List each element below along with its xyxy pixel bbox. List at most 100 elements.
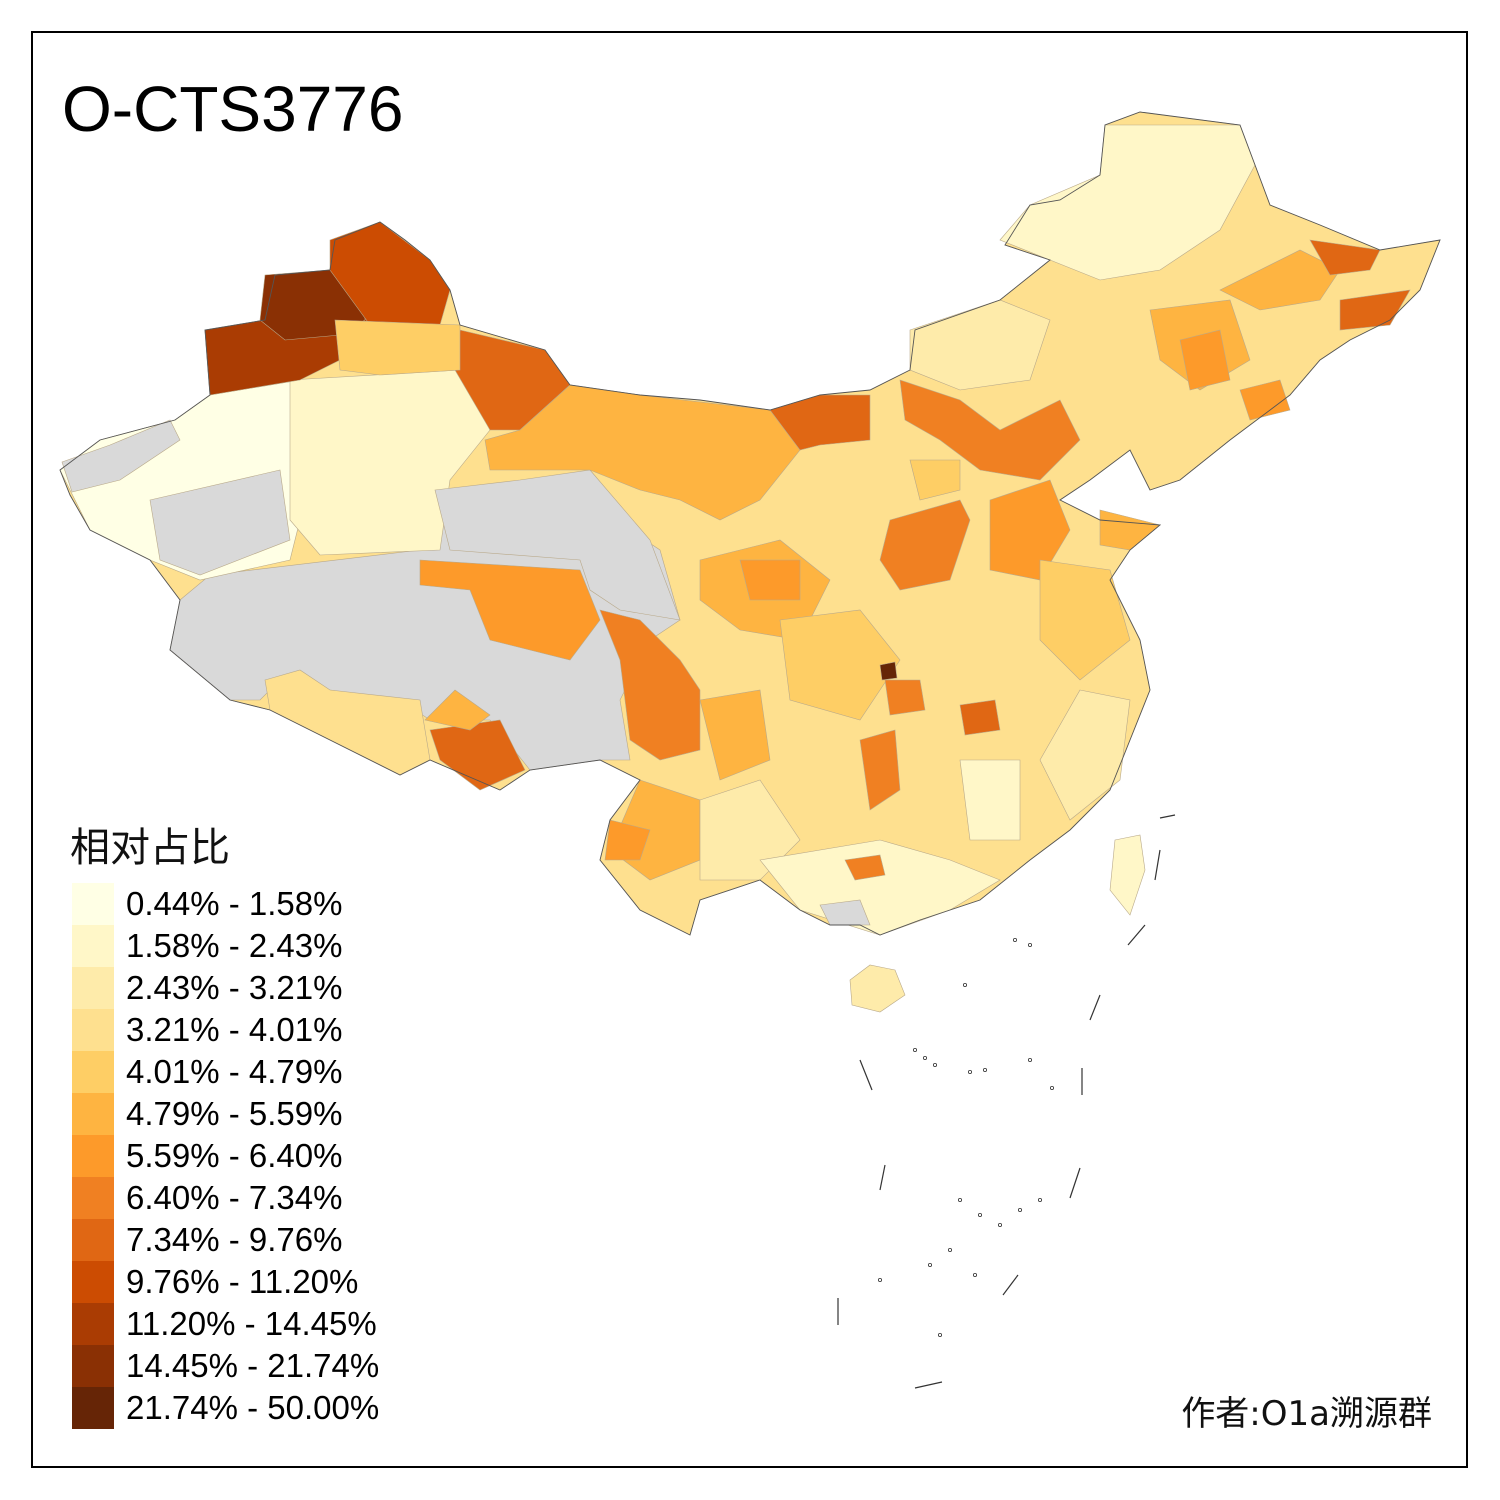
legend-label: 2.43% - 3.21% [126,969,343,1006]
island [1018,1208,1023,1213]
legend-label: 0.44% - 1.58% [126,885,343,922]
legend-item: 4.79% - 5.59% [72,1093,379,1135]
map-region [879,661,898,681]
island [1038,1198,1043,1203]
map-region [909,459,961,501]
map-region [1099,509,1161,551]
map-region [604,819,651,861]
map-region [899,379,1081,481]
map-region [1039,559,1131,681]
legend-label: 7.34% - 9.76% [126,1221,343,1258]
island [1013,938,1018,943]
legend-swatch [72,1051,114,1093]
island [1050,1086,1055,1091]
map-region [1109,834,1146,916]
legend-swatch [72,1093,114,1135]
map-region [849,964,906,1013]
legend-item: 6.40% - 7.34% [72,1177,379,1219]
island [933,1063,938,1068]
legend-item: 11.20% - 14.45% [72,1303,379,1345]
map-region [699,689,771,781]
boundary-dash [1154,849,1161,881]
legend-swatch [72,1009,114,1051]
map-region [989,479,1071,581]
legend-item: 1.58% - 2.43% [72,925,379,967]
map-region [739,559,801,601]
island [878,1278,883,1283]
boundary-dash [1089,994,1101,1021]
island [1028,1058,1033,1063]
map-region-no-data [434,469,681,621]
map-region [959,699,1001,736]
legend-item: 7.34% - 9.76% [72,1219,379,1261]
map-title: O-CTS3776 [62,73,404,145]
map-region [419,559,601,661]
legend-swatch [72,1303,114,1345]
legend-item: 2.43% - 3.21% [72,967,379,1009]
legend-item: 0.44% - 1.58% [72,883,379,925]
map-region [1219,249,1341,311]
map-region-no-data [819,899,871,926]
map-region [859,729,901,811]
map-region [424,689,491,731]
boundary-dash [1159,814,1176,819]
map-region [334,319,461,376]
legend-swatch [72,925,114,967]
boundary-dash [879,1164,886,1191]
island [1028,943,1033,948]
legend-swatch [72,1135,114,1177]
island [978,1213,983,1218]
country-border [59,111,1441,936]
boundary-dash [914,1381,943,1389]
legend-label: 4.79% - 5.59% [126,1095,343,1132]
boundary-dash [859,1059,873,1091]
island [958,1198,963,1203]
map-region [1039,689,1131,821]
boundary-dash [1127,924,1146,946]
island [998,1223,1003,1228]
island [913,1048,918,1053]
legend-label: 21.74% - 50.00% [126,1389,380,1426]
legend-item: 9.76% - 11.20% [72,1261,379,1303]
legend-swatch [72,1345,114,1387]
map-region [1339,289,1411,331]
legend-label: 14.45% - 21.74% [126,1347,380,1384]
map-region [909,299,1051,391]
map-region [429,719,526,791]
map-region [1239,379,1291,421]
boundary-dash [1002,1274,1019,1296]
map-region [1309,239,1381,276]
map-region [1179,329,1231,391]
map-region [879,499,971,591]
legend-label: 9.76% - 11.20% [126,1263,359,1300]
legend-swatch [72,883,114,925]
map-region [959,759,1021,841]
legend: 0.44% - 1.58% 1.58% - 2.43% 2.43% - 3.21% 3… [72,883,379,1429]
legend-label: 4.01% - 4.79% [126,1053,343,1090]
map-region [779,609,901,721]
legend-label: 5.59% - 6.40% [126,1137,343,1174]
legend-item: 4.01% - 4.79% [72,1051,379,1093]
map-region-no-data [149,469,291,576]
map-region [884,679,926,716]
island [973,1273,978,1278]
legend-swatch [72,1261,114,1303]
island [948,1248,953,1253]
map-frame [31,31,1468,1468]
legend-title: 相对占比 [70,825,230,871]
island [923,1056,928,1061]
legend-item: 14.45% - 21.74% [72,1345,379,1387]
legend-item: 5.59% - 6.40% [72,1135,379,1177]
map-region [599,609,701,761]
boundary-dash [1069,1167,1081,1199]
legend-item: 21.74% - 50.00% [72,1387,379,1429]
legend-swatch [72,1177,114,1219]
legend-label: 3.21% - 4.01% [126,1011,343,1048]
island [963,983,968,988]
legend-label: 1.58% - 2.43% [126,927,343,964]
legend-label: 6.40% - 7.34% [126,1179,343,1216]
legend-swatch [72,967,114,1009]
map-region [759,839,1001,936]
island [968,1070,973,1075]
